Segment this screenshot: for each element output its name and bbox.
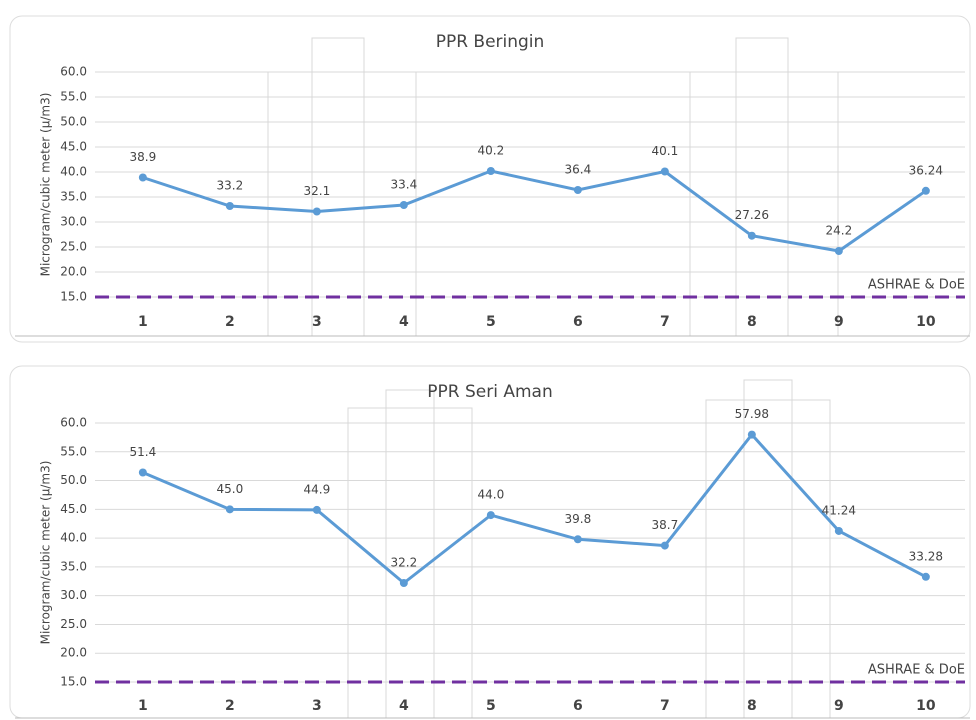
x-tick-label: 2: [225, 314, 235, 330]
x-tick-label: 4: [399, 698, 409, 714]
point: [312, 505, 321, 514]
point: [921, 186, 930, 195]
panel: [9, 15, 971, 343]
point: [573, 535, 582, 544]
x-tick-label: 3: [312, 698, 322, 714]
x-tick-label: 9: [834, 698, 844, 714]
data-label: 33.28: [909, 549, 943, 563]
point: [660, 541, 669, 550]
x-tick-label: 10: [916, 314, 936, 330]
point: [225, 505, 234, 514]
line: [142, 432, 927, 585]
data-label: 24.2: [825, 224, 852, 238]
point: [138, 173, 147, 182]
y-tick-label: 50.0: [60, 115, 87, 129]
point: [747, 430, 756, 439]
y-tick-label: 25.0: [60, 617, 87, 631]
chart-title: PPR Seri Aman: [427, 382, 552, 402]
y-tick-label: 60.0: [60, 65, 87, 79]
data-label: 36.4: [564, 163, 591, 177]
x-tick-label: 4: [399, 314, 409, 330]
data-label: 51.4: [129, 445, 156, 459]
data-label: 41.24: [822, 503, 856, 517]
x-tick-label: 5: [486, 314, 496, 330]
y-tick-label: 25.0: [60, 240, 87, 254]
point: [747, 231, 756, 240]
y-tick-label: 15.0: [60, 675, 87, 689]
data-label: 40.2: [477, 144, 504, 158]
x-tick-label: 9: [834, 314, 844, 330]
y-axis-label: Microgram/cubic meter (µ/m3): [39, 461, 53, 645]
data-label: 40.1: [651, 144, 678, 158]
x-tick-label: 1: [138, 698, 148, 714]
data-label: 44.0: [477, 488, 504, 502]
x-tick-label: 3: [312, 314, 322, 330]
point: [399, 201, 408, 209]
y-tick-label: 35.0: [60, 559, 87, 573]
y-tick-label: 55.0: [60, 444, 87, 458]
y-tick-label: 40.0: [60, 531, 87, 545]
data-label: 33.4: [390, 178, 417, 192]
y-tick-label: 30.0: [60, 215, 87, 229]
threshold-label: ASHRAE & DoE: [868, 278, 965, 293]
point: [834, 247, 843, 255]
chart-title: PPR Beringin: [436, 32, 545, 52]
y-tick-label: 60.0: [60, 416, 87, 430]
data-label: 36.24: [909, 163, 943, 177]
data-label: 38.9: [129, 150, 156, 164]
data-label: 44.9: [303, 482, 330, 496]
y-tick-label: 35.0: [60, 190, 87, 204]
data-label: 32.2: [390, 556, 417, 570]
threshold-label: ASHRAE & DoE: [868, 663, 965, 678]
y-tick-label: 50.0: [60, 473, 87, 487]
x-tick-label: 6: [573, 698, 583, 714]
x-tick-label: 7: [660, 314, 670, 330]
data-label: 27.26: [735, 208, 769, 222]
y-tick-label: 40.0: [60, 165, 87, 179]
y-tick-label: 30.0: [60, 588, 87, 602]
background-buildings: [15, 37, 970, 719]
point: [486, 167, 495, 175]
point: [138, 468, 147, 477]
x-tick-label: 2: [225, 698, 235, 714]
point: [921, 572, 930, 581]
y-tick-label: 55.0: [60, 90, 87, 104]
y-tick-label: 15.0: [60, 290, 87, 304]
point: [834, 526, 843, 535]
point: [399, 579, 408, 588]
data-label: 39.8: [564, 512, 591, 526]
y-tick-label: 20.0: [60, 265, 87, 279]
y-axis-label: Microgram/cubic meter (µ/m3): [39, 93, 53, 277]
x-tick-label: 8: [747, 698, 757, 714]
data-label: 32.1: [303, 184, 330, 198]
x-tick-label: 6: [573, 314, 583, 330]
x-tick-label: 7: [660, 698, 670, 714]
data-label: 57.98: [735, 407, 769, 421]
point: [225, 202, 234, 210]
y-tick-label: 20.0: [60, 646, 87, 660]
x-tick-label: 8: [747, 314, 757, 330]
x-tick-label: 1: [138, 314, 148, 330]
y-tick-label: 45.0: [60, 502, 87, 516]
data-label: 38.7: [651, 518, 678, 532]
point: [312, 207, 321, 216]
x-tick-label: 5: [486, 698, 496, 714]
line: [142, 169, 927, 253]
x-tick-label: 10: [916, 698, 936, 714]
y-tick-label: 45.0: [60, 140, 87, 154]
data-label: 33.2: [216, 179, 243, 193]
panel: [9, 365, 971, 719]
data-label: 45.0: [216, 482, 243, 496]
point: [660, 167, 669, 176]
point: [573, 186, 582, 194]
point: [486, 511, 495, 520]
